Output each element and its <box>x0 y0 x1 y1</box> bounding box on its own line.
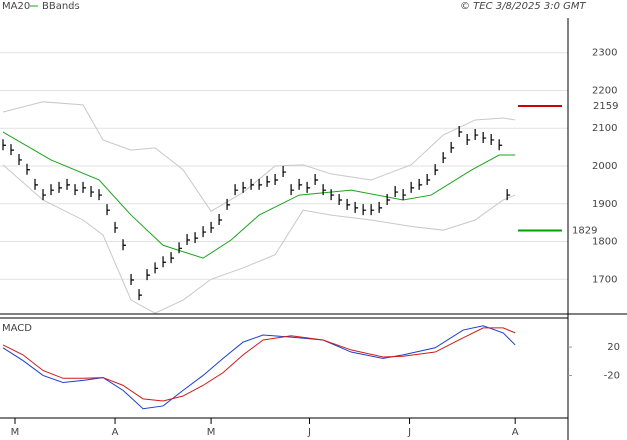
y-tick-label: 20 <box>607 342 620 353</box>
price-bar <box>402 189 407 201</box>
price-bar <box>162 256 167 268</box>
price-bar <box>266 175 271 187</box>
panel-title: MACD <box>2 323 32 334</box>
price-bar <box>66 178 71 190</box>
x-tick-label: J <box>407 427 411 438</box>
x-tick-label: J <box>307 427 311 438</box>
price-bar <box>434 164 439 176</box>
price-bar <box>506 189 511 201</box>
price-bar <box>50 184 55 196</box>
price-bar <box>466 133 471 145</box>
price-bar <box>362 204 367 216</box>
legend-entry: MA20 <box>2 1 30 12</box>
y-tick-label: 2000 <box>592 161 617 172</box>
y-tick-label: 2200 <box>592 85 617 96</box>
price-bar <box>42 189 47 201</box>
price-bar <box>114 221 119 233</box>
price-bar <box>2 139 6 151</box>
price-bar <box>490 133 495 145</box>
price-bar <box>338 193 343 205</box>
price-bar <box>314 173 319 185</box>
legend-entry: BBands <box>42 1 80 12</box>
series-line <box>2 164 516 314</box>
x-tick-label: A <box>112 427 119 438</box>
price-bar <box>322 184 327 196</box>
price-bar <box>306 181 311 193</box>
price-bar <box>26 163 31 175</box>
price-bar <box>74 184 79 196</box>
level-label: 2159 <box>593 101 618 112</box>
price-bar <box>154 262 159 274</box>
price-bar <box>10 144 15 156</box>
price-panel <box>0 52 568 314</box>
price-bar <box>290 184 295 196</box>
price-bar <box>250 178 255 190</box>
price-bar <box>442 152 447 164</box>
price-bar <box>178 242 183 254</box>
price-bar <box>186 234 191 245</box>
y-tick-label: 1700 <box>592 274 617 285</box>
y-tick-label: 1900 <box>592 199 617 210</box>
price-bar <box>282 166 287 178</box>
price-bar <box>410 181 415 193</box>
y-tick-label: 2100 <box>592 123 617 134</box>
price-bar <box>122 239 127 251</box>
price-bar <box>218 213 223 225</box>
price-bar <box>330 189 335 201</box>
price-bar <box>106 204 111 216</box>
y-tick-label: 1800 <box>592 237 617 248</box>
price-bar <box>474 129 479 141</box>
price-bar <box>242 181 247 193</box>
price-bar <box>170 252 175 264</box>
price-bar <box>138 289 143 301</box>
price-bar <box>226 198 231 210</box>
macd-panel <box>2 325 516 410</box>
price-bar <box>370 204 375 216</box>
y-tick-label: -20 <box>604 370 620 381</box>
price-bar <box>274 173 279 185</box>
price-bar <box>418 178 423 190</box>
price-bar <box>458 126 463 138</box>
price-bar <box>130 274 135 286</box>
x-tick-label: A <box>512 427 519 438</box>
price-bar <box>210 221 215 233</box>
price-bar <box>90 186 95 198</box>
price-bar <box>378 201 383 213</box>
price-bar <box>354 201 359 213</box>
series-line <box>2 327 516 402</box>
price-bar <box>146 269 151 281</box>
series-line <box>2 101 516 212</box>
price-bar <box>394 186 399 198</box>
price-bar <box>450 141 455 153</box>
x-tick-label: M <box>207 427 216 438</box>
price-bar <box>234 184 239 196</box>
price-bar <box>82 181 87 193</box>
price-bar <box>194 232 199 244</box>
price-bar <box>202 226 207 238</box>
series-line <box>2 325 516 410</box>
price-bar <box>258 178 263 190</box>
level-label: 1829 <box>572 226 597 237</box>
price-bar <box>482 132 487 144</box>
x-tick-label: M <box>11 427 20 438</box>
price-bar <box>58 181 63 193</box>
price-bar <box>498 139 503 151</box>
price-bar <box>346 198 351 210</box>
price-bar <box>386 193 391 205</box>
source: © TEC 3/8/2025 3:0 GMT <box>460 1 587 12</box>
price-bar <box>98 189 103 201</box>
price-bar <box>34 178 39 190</box>
price-bar <box>298 178 303 190</box>
price-bar <box>18 153 23 165</box>
price-bar <box>426 173 431 185</box>
y-tick-label: 2300 <box>592 48 617 59</box>
series-line <box>2 131 516 259</box>
